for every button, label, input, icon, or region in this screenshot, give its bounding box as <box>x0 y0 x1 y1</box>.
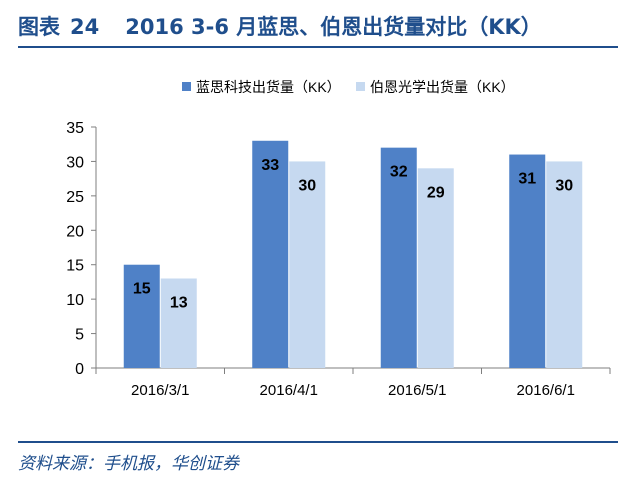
y-tick-label: 5 <box>75 327 84 344</box>
y-tick-label: 35 <box>66 120 84 137</box>
data-label: 32 <box>390 164 408 181</box>
x-tick-label: 2016/3/1 <box>131 382 189 399</box>
y-tick-label: 10 <box>66 292 84 309</box>
y-tick-label: 0 <box>75 361 84 378</box>
bar-lens-2016/4/1 <box>252 140 289 368</box>
bar-biel-2016/3/1 <box>160 278 197 368</box>
data-label: 15 <box>133 281 151 298</box>
bottom-divider <box>18 441 618 443</box>
y-tick-label: 30 <box>66 154 84 171</box>
bars <box>123 140 583 368</box>
bar-lens-2016/6/1 <box>509 154 546 368</box>
x-tick-label: 2016/4/1 <box>260 382 318 399</box>
bar-lens-2016/3/1 <box>123 264 160 368</box>
y-tick-label: 20 <box>66 223 84 240</box>
data-label: 30 <box>298 177 316 194</box>
bar-lens-2016/5/1 <box>380 147 417 368</box>
bar-chart: 蓝思科技出货量（KK） 伯恩光学出货量（KK） 0 5 10 15 20 25 30 35 20… <box>66 79 611 399</box>
bar-biel-2016/5/1 <box>417 168 454 368</box>
legend-swatch <box>182 82 191 91</box>
figure-title: 2016 3-6 月蓝思、伯恩出货量对比（KK） <box>125 15 542 39</box>
top-divider <box>18 46 618 48</box>
data-labels: 15 13 33 30 32 29 31 30 <box>133 157 573 312</box>
data-label: 33 <box>261 157 279 174</box>
legend-label: 伯恩光学出货量（KK） <box>370 79 515 95</box>
data-label: 29 <box>427 184 445 201</box>
legend-swatch <box>356 82 365 91</box>
data-label: 13 <box>170 294 188 311</box>
bar-biel-2016/4/1 <box>289 161 326 368</box>
y-tick-label: 25 <box>66 189 84 206</box>
chart-title: 图表 24 2016 3-6 月蓝思、伯恩出货量对比（KK） <box>18 12 542 42</box>
legend-label: 蓝思科技出货量（KK） <box>196 79 341 95</box>
data-label: 30 <box>555 177 573 194</box>
data-label: 31 <box>518 171 536 188</box>
y-axis: 0 5 10 15 20 25 30 35 <box>66 120 97 378</box>
x-tick-label: 2016/5/1 <box>388 382 446 399</box>
y-tick-label: 15 <box>66 258 84 275</box>
bar-biel-2016/6/1 <box>546 161 583 368</box>
x-axis: 2016/3/1 2016/4/1 2016/5/1 2016/6/1 <box>95 367 611 399</box>
source-note: 资料来源：手机报，华创证券 <box>18 454 239 474</box>
figure-label: 图表 <box>18 15 60 39</box>
figure-number: 24 <box>70 15 100 39</box>
chart-legend: 蓝思科技出货量（KK） 伯恩光学出货量（KK） <box>182 79 515 95</box>
x-tick-label: 2016/6/1 <box>517 382 575 399</box>
